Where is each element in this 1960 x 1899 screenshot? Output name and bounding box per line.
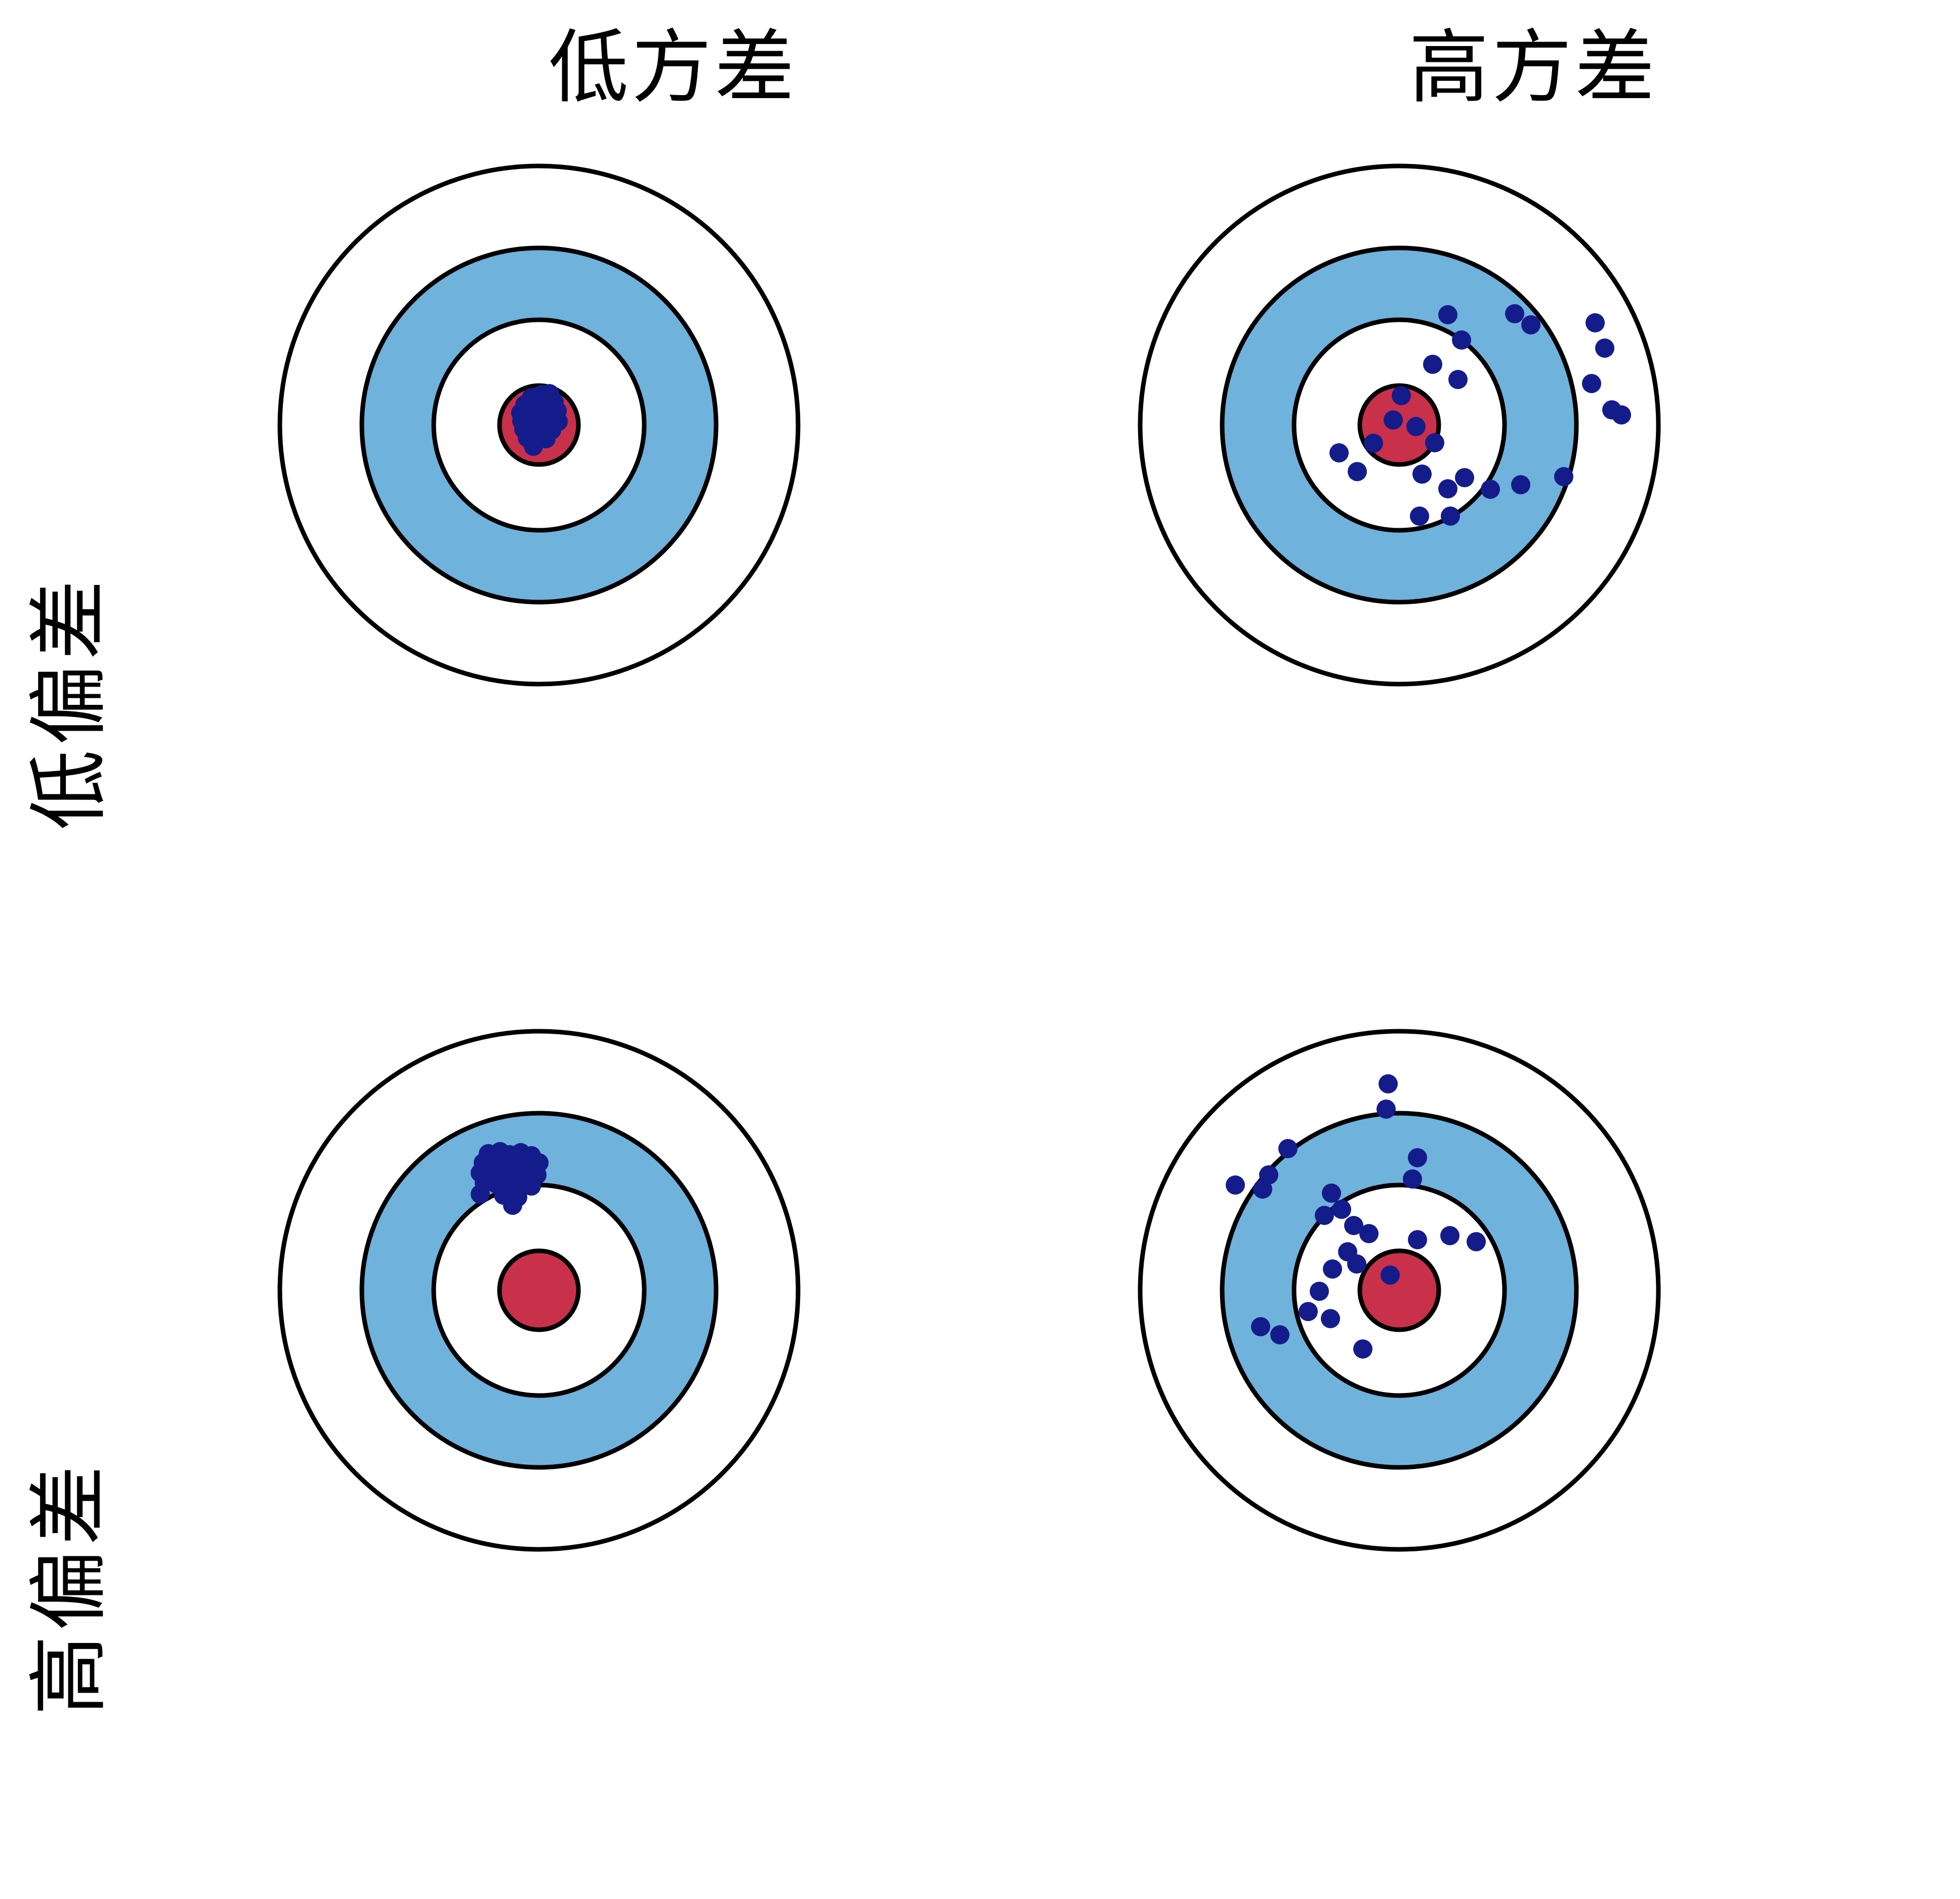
prediction-dot xyxy=(1392,386,1411,405)
prediction-dot xyxy=(1353,1339,1372,1359)
column-header-low-variance: 低方差 xyxy=(549,23,798,112)
prediction-dot xyxy=(1410,507,1429,526)
prediction-dot xyxy=(1359,1224,1379,1243)
prediction-dot xyxy=(1226,1175,1245,1195)
prediction-dot xyxy=(1321,1309,1340,1328)
prediction-dot xyxy=(1364,434,1383,453)
row-label-high-bias: 高偏差 xyxy=(25,1460,114,1715)
target-high-bias-low-variance xyxy=(276,1027,802,1553)
prediction-dots xyxy=(471,1142,549,1215)
prediction-dot xyxy=(530,417,550,436)
prediction-dot xyxy=(1521,315,1540,334)
prediction-dot xyxy=(1448,370,1468,389)
target-ring-bullseye xyxy=(1357,1248,1441,1332)
target-rings xyxy=(277,1029,801,1552)
prediction-dot xyxy=(1379,1074,1398,1093)
column-header-high-variance: 高方差 xyxy=(1409,23,1658,112)
prediction-dot xyxy=(524,437,543,456)
target-rings xyxy=(277,163,801,687)
prediction-dot xyxy=(1438,305,1457,324)
prediction-dot xyxy=(1505,304,1524,323)
prediction-dot xyxy=(1344,1216,1363,1235)
prediction-dot xyxy=(1440,1226,1459,1245)
prediction-dot xyxy=(471,1185,490,1204)
prediction-dot xyxy=(1332,1200,1351,1219)
prediction-dots xyxy=(511,384,568,456)
prediction-dot xyxy=(1403,1169,1422,1189)
prediction-dot xyxy=(1586,313,1605,332)
prediction-dot xyxy=(1511,475,1530,494)
prediction-dot xyxy=(1299,1302,1318,1321)
prediction-dot xyxy=(1348,462,1367,481)
prediction-dot xyxy=(1425,433,1444,452)
target-ring-bullseye xyxy=(497,1248,581,1332)
prediction-dot xyxy=(1455,468,1474,487)
prediction-dot xyxy=(1253,1179,1272,1199)
target-high-bias-high-variance xyxy=(1136,1027,1662,1553)
prediction-dot xyxy=(1438,479,1457,498)
prediction-dot xyxy=(1310,1282,1329,1301)
prediction-dot xyxy=(1467,1232,1486,1251)
prediction-dot xyxy=(1251,1317,1270,1336)
prediction-dot xyxy=(1329,443,1349,462)
prediction-dots xyxy=(1329,304,1631,526)
prediction-dot xyxy=(1408,1230,1427,1249)
prediction-dot xyxy=(1323,1259,1342,1279)
prediction-dot xyxy=(1452,330,1471,350)
prediction-dot xyxy=(1315,1206,1334,1225)
prediction-dot xyxy=(1384,410,1403,430)
prediction-dot xyxy=(522,1176,541,1196)
prediction-dot xyxy=(1582,374,1601,393)
target-low-bias-low-variance xyxy=(276,162,802,688)
prediction-dot xyxy=(1278,1139,1298,1158)
target-rings xyxy=(1138,163,1661,687)
prediction-dot xyxy=(1441,507,1460,526)
prediction-dot xyxy=(1412,465,1432,484)
prediction-dot xyxy=(503,1196,522,1215)
prediction-dot xyxy=(1406,417,1426,436)
prediction-dot xyxy=(1423,355,1442,374)
prediction-dot xyxy=(1481,480,1500,499)
prediction-dot xyxy=(1612,405,1631,425)
prediction-dot xyxy=(1554,467,1573,486)
row-label-low-bias: 低偏差 xyxy=(25,575,114,830)
prediction-dot xyxy=(1270,1325,1289,1344)
prediction-dot xyxy=(1595,339,1614,358)
target-low-bias-high-variance xyxy=(1136,162,1662,688)
prediction-dot xyxy=(1381,1265,1400,1285)
target-rings xyxy=(1138,1029,1661,1552)
prediction-dot xyxy=(1408,1148,1427,1167)
prediction-dot xyxy=(1322,1184,1341,1203)
prediction-dots xyxy=(1226,1074,1486,1359)
prediction-dot xyxy=(1347,1254,1366,1274)
prediction-dot xyxy=(1377,1100,1396,1119)
